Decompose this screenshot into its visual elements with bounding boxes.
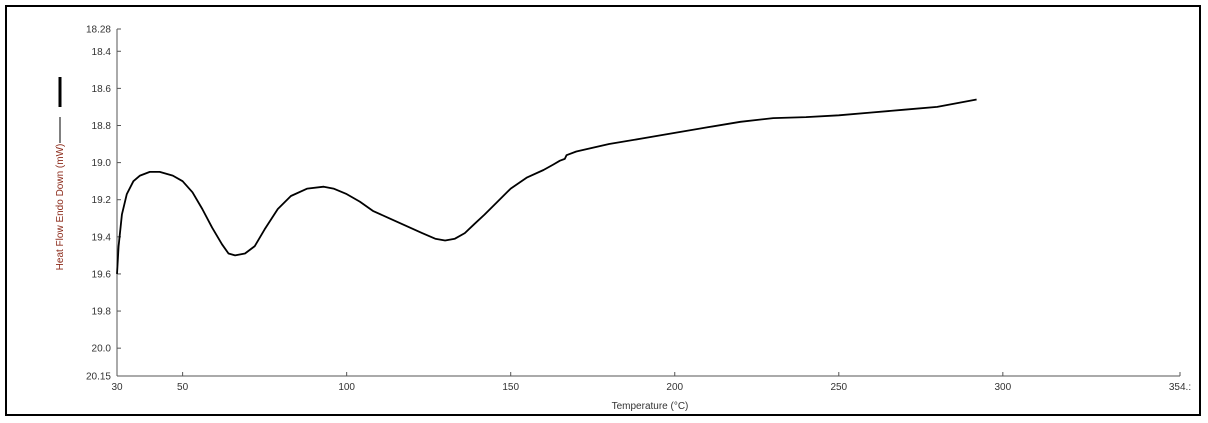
x-tick-label: 150 — [502, 382, 519, 393]
x-tick-label: 50 — [177, 382, 189, 393]
x-tick-label: 200 — [666, 382, 683, 393]
y-tick-label: 18.28 — [86, 25, 111, 36]
x-tick-label: 250 — [830, 382, 847, 393]
y-tick-label: 19.0 — [92, 158, 112, 169]
y-axis-label: Heat Flow Endo Down (mW) — [55, 144, 66, 271]
x-axis-label: Temperature (°C) — [612, 401, 689, 412]
y-tick-label: 20.0 — [92, 344, 112, 355]
y-tick-label: 18.8 — [92, 121, 112, 132]
x-tick-label: 300 — [994, 382, 1011, 393]
x-ticks: 30 50 100 150 200 250 300 354.: — [111, 372, 1191, 393]
y-tick-label: 19.6 — [92, 269, 112, 280]
x-tick-label: 30 — [111, 382, 123, 393]
dsc-chart: 18.28 18.4 18.6 18.8 19.0 19.2 19.4 19.6 19.8 20.… — [55, 25, 1191, 413]
y-tick-label: 19.2 — [92, 195, 112, 206]
y-tick-label: 18.4 — [92, 47, 112, 58]
plot-area — [116, 98, 977, 274]
y-tick-label: 19.4 — [92, 232, 112, 243]
heat-flow-series-line — [116, 98, 977, 274]
x-tick-label: 354.: — [1169, 382, 1191, 393]
y-tick-label: 20.15 — [86, 372, 111, 383]
x-tick-label: 100 — [338, 382, 355, 393]
y-tick-label: 18.6 — [92, 84, 112, 95]
y-ticks: 18.28 18.4 18.6 18.8 19.0 19.2 19.4 19.6 19.8 20.… — [86, 25, 121, 383]
y-tick-label: 19.8 — [92, 307, 112, 318]
chart-frame: 18.28 18.4 18.6 18.8 19.0 19.2 19.4 19.6 19.8 20.… — [5, 5, 1201, 416]
axes — [116, 29, 1180, 377]
